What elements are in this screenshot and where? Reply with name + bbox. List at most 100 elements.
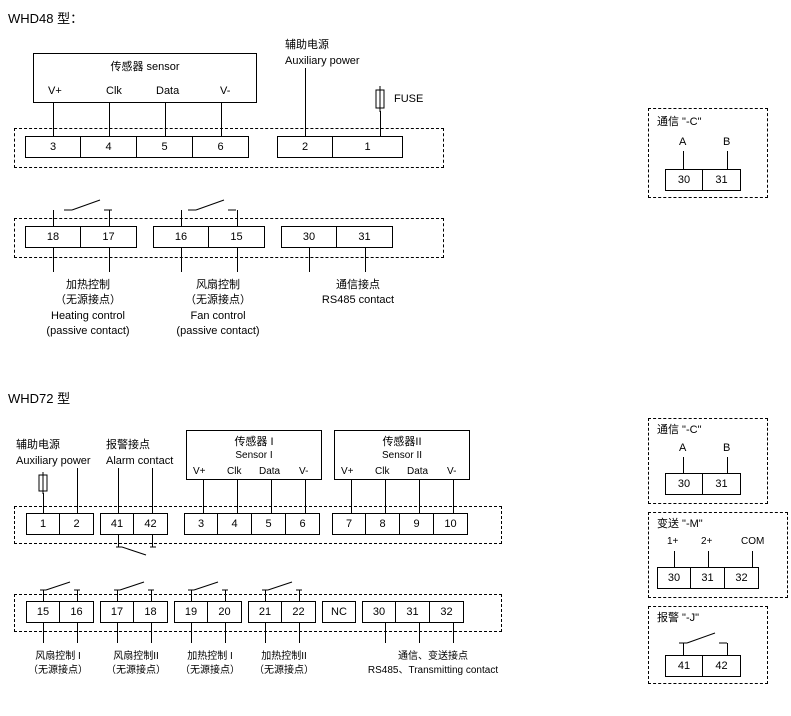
line (165, 103, 166, 136)
term: 20 (208, 601, 242, 623)
whd72-side-c: 通信 "-C" A B 30 31 (648, 418, 768, 504)
term: 3 (25, 136, 81, 158)
line (683, 151, 684, 169)
fan-zh2: （无源接点） (185, 294, 251, 306)
comm-en: RS485、Transmitting contact (368, 665, 498, 676)
term: 4 (81, 136, 137, 158)
term: NC (322, 601, 356, 623)
switch-icon (114, 580, 154, 592)
line (221, 103, 222, 136)
sensor-box-label: 传感器 sensor (34, 60, 256, 75)
line (151, 623, 152, 643)
line (365, 248, 366, 272)
term: 22 (282, 601, 316, 623)
line (77, 623, 78, 643)
side-c-terms: 30 31 (665, 169, 741, 191)
side-c-title: 通信 "-C" (657, 115, 701, 130)
comm-zh: 通信、变送接点 (398, 651, 468, 662)
fan-en2: (passive contact) (176, 325, 259, 337)
side-j-terms: 41 42 (665, 655, 741, 677)
switch-icon (40, 580, 80, 592)
line (53, 210, 54, 226)
term: 31 (703, 169, 741, 191)
line (109, 210, 110, 226)
term: 31 (337, 226, 393, 248)
line (265, 623, 266, 643)
aux-power-zh: 辅助电源 (16, 438, 60, 453)
term: 17 (100, 601, 134, 623)
term: 32 (430, 601, 464, 623)
line (727, 457, 728, 473)
fan-zh1: 风扇控制 (196, 279, 240, 291)
line (683, 457, 684, 473)
heat-zh2: （无源接点） (55, 294, 121, 306)
s2p2: Data (407, 465, 428, 479)
line (419, 623, 420, 643)
term: 4 (218, 513, 252, 535)
whd72-side-j: 报警 "-J" 41 42 (648, 606, 768, 684)
line (727, 151, 728, 169)
line (181, 248, 182, 272)
fan1-zh2: （无源接点） (28, 665, 88, 676)
term: 2 (60, 513, 94, 535)
side-c-b: B (723, 135, 730, 150)
switch-icon (64, 198, 112, 212)
fuse-icon (374, 86, 386, 112)
line (708, 551, 709, 567)
side-c-a: A (679, 135, 686, 150)
aux-power-label-zh: 辅助电源 (285, 38, 329, 53)
s1p1: Clk (227, 465, 241, 479)
line (237, 210, 238, 226)
heat1-label: 加热控制 I （无源接点） (170, 650, 250, 678)
line (109, 103, 110, 136)
heat-en2: (passive contact) (46, 325, 129, 337)
line (109, 248, 110, 272)
heat-zh1: 加热控制 (66, 279, 110, 291)
line (225, 623, 226, 643)
term: 15 (209, 226, 265, 248)
line (53, 103, 54, 136)
term: 30 (665, 473, 703, 495)
term: 17 (81, 226, 137, 248)
term: 6 (193, 136, 249, 158)
sensor2-en: Sensor II (335, 449, 469, 463)
side-m-l0: 1+ (667, 535, 678, 549)
line (299, 623, 300, 643)
whd48-section: WHD48 型： 辅助电源 Auxiliary power 传感器 sensor… (8, 8, 783, 388)
whd72-top-terms: 1 2 41 42 3 4 5 6 7 8 9 10 (26, 513, 468, 535)
line (305, 68, 306, 136)
sensor-pin-2: Data (156, 84, 179, 99)
s2p1: Clk (375, 465, 389, 479)
fan1-label: 风扇控制 I （无源接点） (18, 650, 98, 678)
switch-icon (116, 545, 156, 557)
s1p2: Data (259, 465, 280, 479)
line (683, 643, 684, 655)
sensor-box: 传感器 sensor V+ Clk Data V- (33, 53, 257, 103)
fan2-zh1: 风扇控制II (113, 651, 159, 662)
line (43, 623, 44, 643)
term: 31 (703, 473, 741, 495)
aux-power-label-en: Auxiliary power (285, 54, 360, 69)
term: 8 (366, 513, 400, 535)
s1p0: V+ (193, 465, 206, 479)
side-c-b: B (723, 441, 730, 456)
term: 30 (657, 567, 691, 589)
line (181, 210, 182, 226)
comm-en: RS485 contact (322, 294, 394, 306)
term: 16 (60, 601, 94, 623)
sensor-pin-1: Clk (106, 84, 122, 99)
term: 15 (26, 601, 60, 623)
line (674, 551, 675, 567)
term: 7 (332, 513, 366, 535)
sensor-pin-3: V- (220, 84, 230, 99)
whd72-side-m: 变送 "-M" 1+ 2+ COM 30 31 32 (648, 512, 788, 598)
line (117, 623, 118, 643)
whd72-title: WHD72 型 (8, 388, 783, 407)
line (385, 623, 386, 643)
heat2-zh2: （无源接点） (254, 665, 314, 676)
line (380, 111, 381, 136)
heat1-zh1: 加热控制 I (187, 651, 233, 662)
side-m-title: 变送 "-M" (657, 517, 703, 532)
alarm-zh: 报警接点 (106, 438, 150, 453)
heat1-zh2: （无源接点） (180, 665, 240, 676)
